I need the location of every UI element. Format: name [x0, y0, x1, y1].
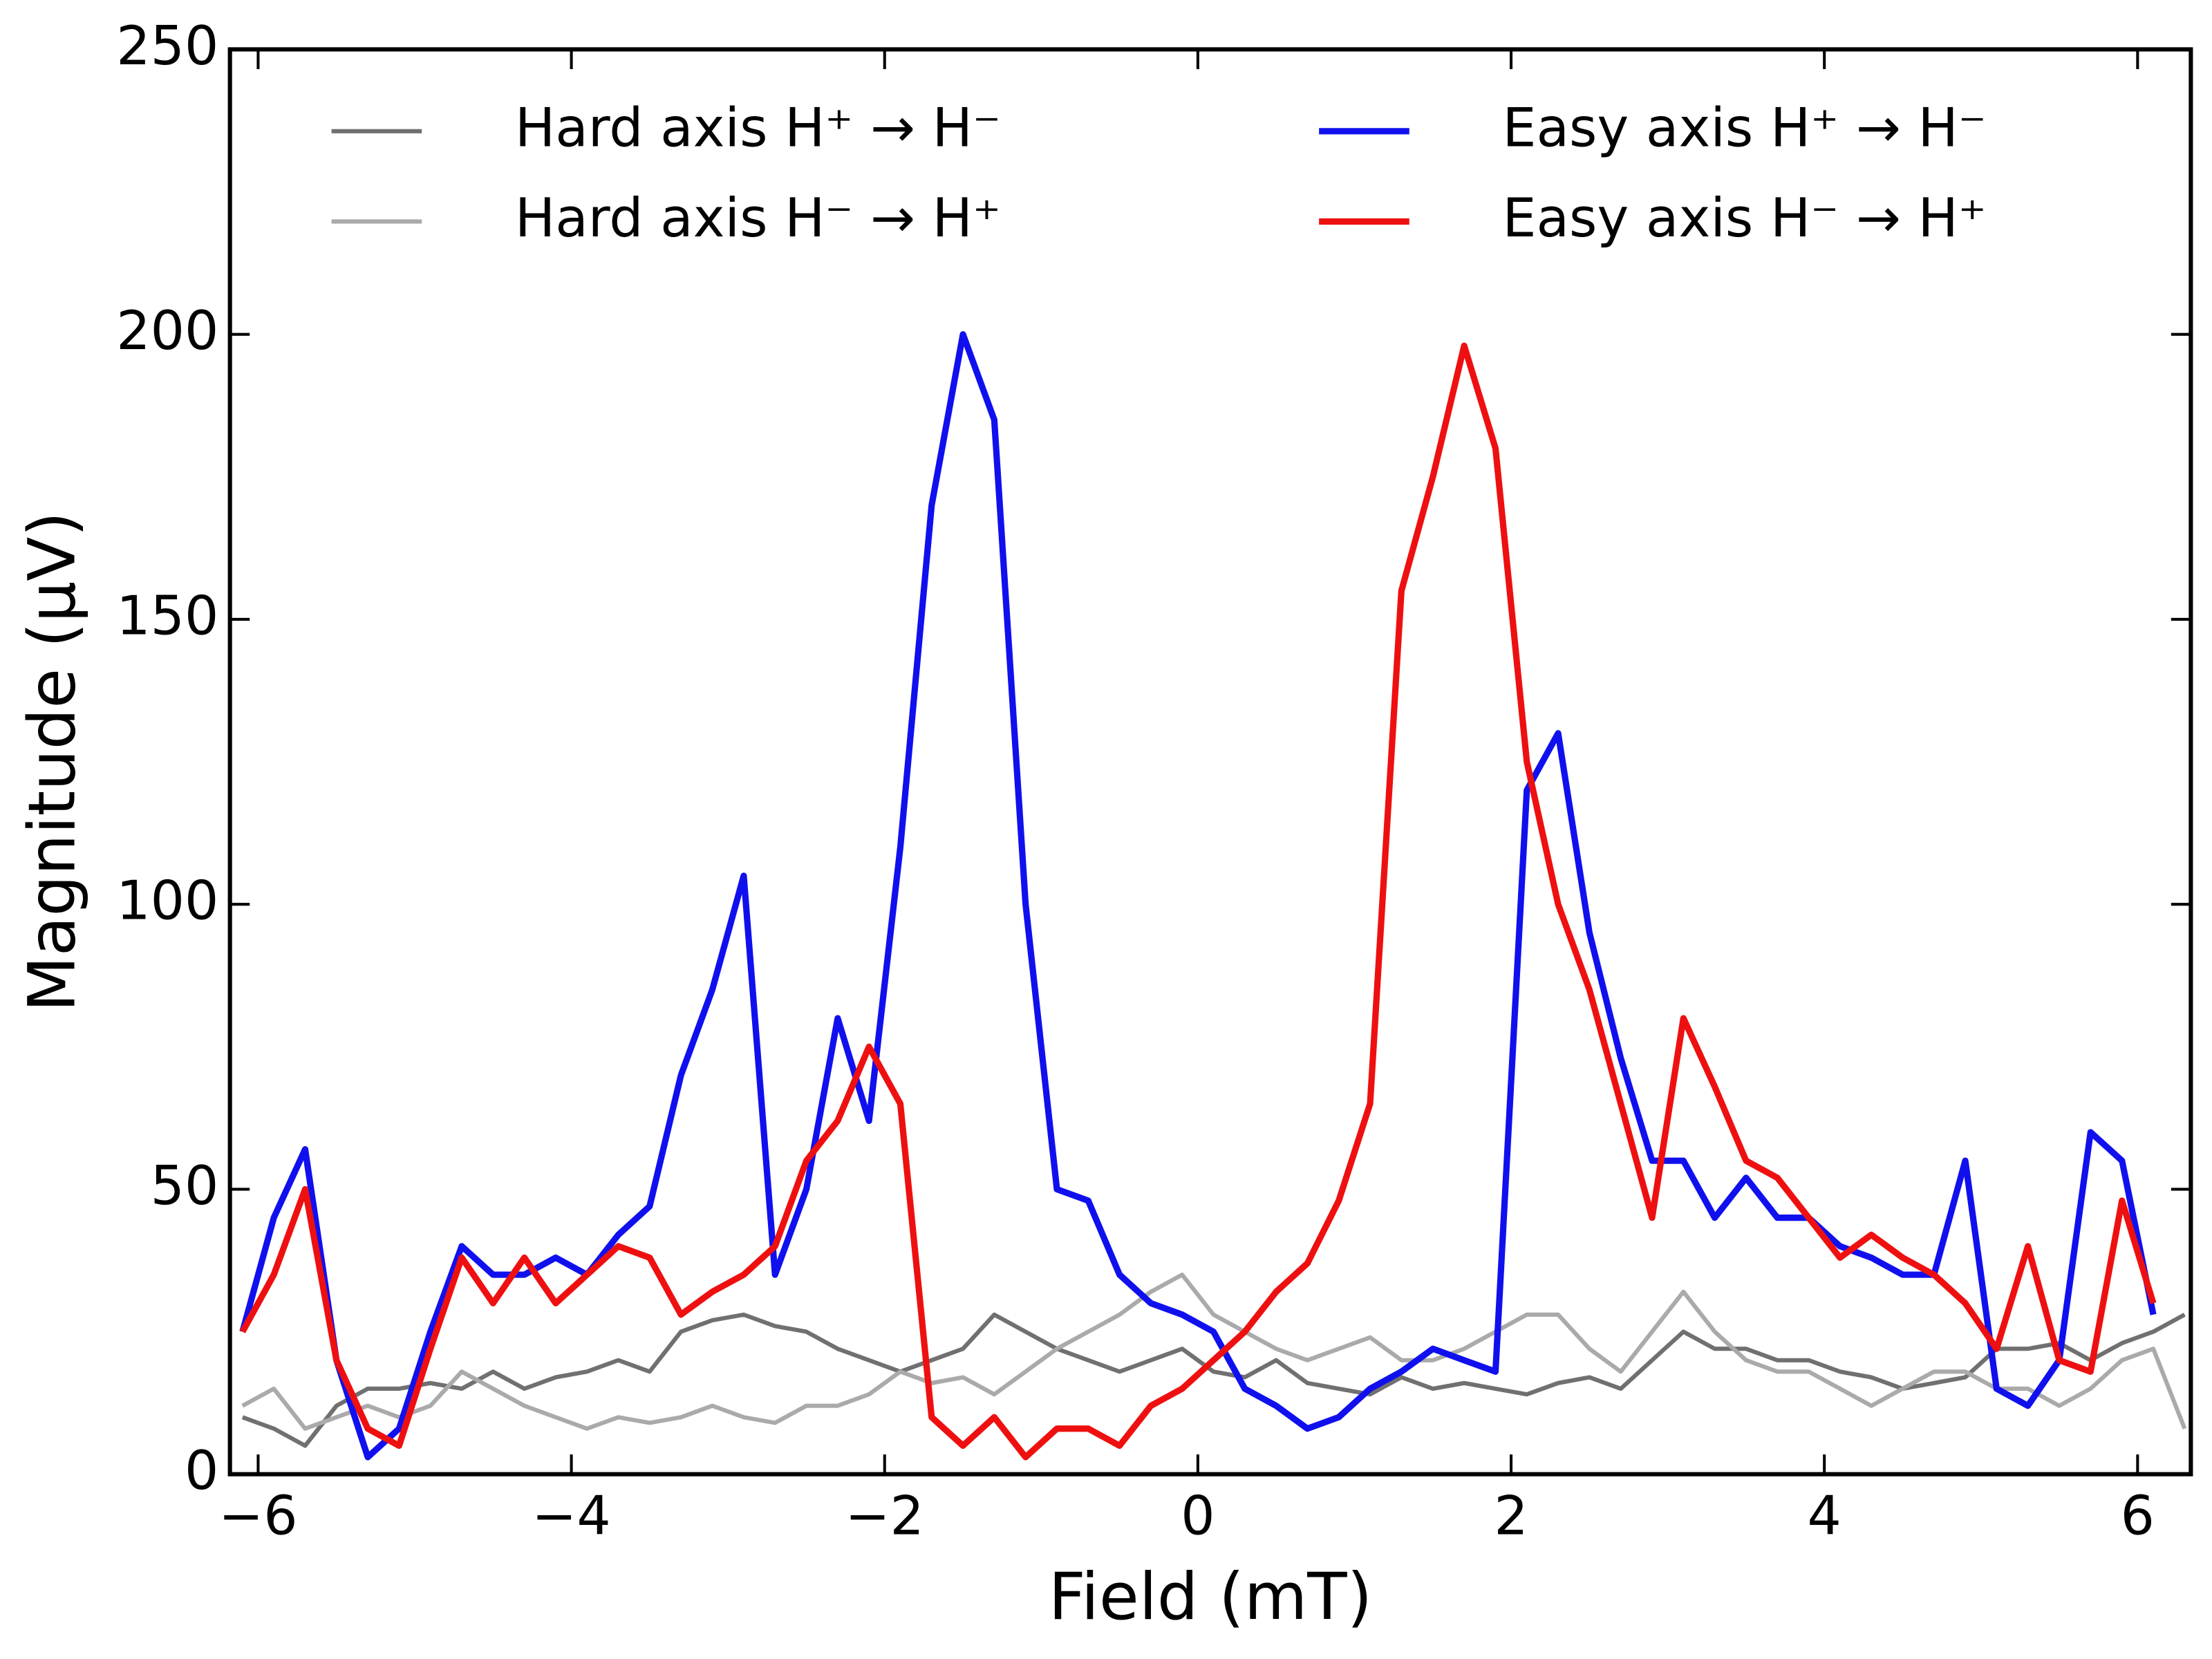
x-tick-label: −4 — [532, 1485, 610, 1547]
line-series — [241, 1273, 2187, 1431]
x-tick-label: −2 — [845, 1485, 924, 1547]
legend-label: Easy axis H⁻ → H⁺ — [1502, 187, 1986, 250]
y-tick-label: 200 — [116, 300, 218, 362]
legend-label: Hard axis H⁻ → H⁺ — [515, 187, 1001, 250]
x-tick-label: −6 — [218, 1485, 297, 1547]
y-tick-label: 250 — [116, 15, 218, 77]
y-tick-label: 0 — [185, 1440, 218, 1502]
x-tick-label: 0 — [1181, 1485, 1215, 1547]
plot-frame — [227, 47, 2193, 1477]
x-tick-label: 6 — [2121, 1485, 2155, 1547]
y-tick-label: 150 — [116, 585, 218, 647]
line-series — [241, 1312, 2186, 1448]
x-tick-label: 4 — [1808, 1485, 1841, 1547]
y-axis-label: Magnitude (μV) — [15, 512, 91, 1012]
y-tick-label: 100 — [116, 870, 218, 932]
y-tick-label: 50 — [151, 1155, 219, 1217]
legend-label: Easy axis H⁺ → H⁻ — [1502, 97, 1986, 159]
line-series — [239, 342, 2157, 1461]
line-series — [239, 331, 2157, 1461]
x-tick-label: 2 — [1494, 1485, 1528, 1547]
legend-label: Hard axis H⁺ → H⁻ — [515, 97, 1001, 159]
x-axis-label: Field (mT) — [1049, 1559, 1372, 1635]
